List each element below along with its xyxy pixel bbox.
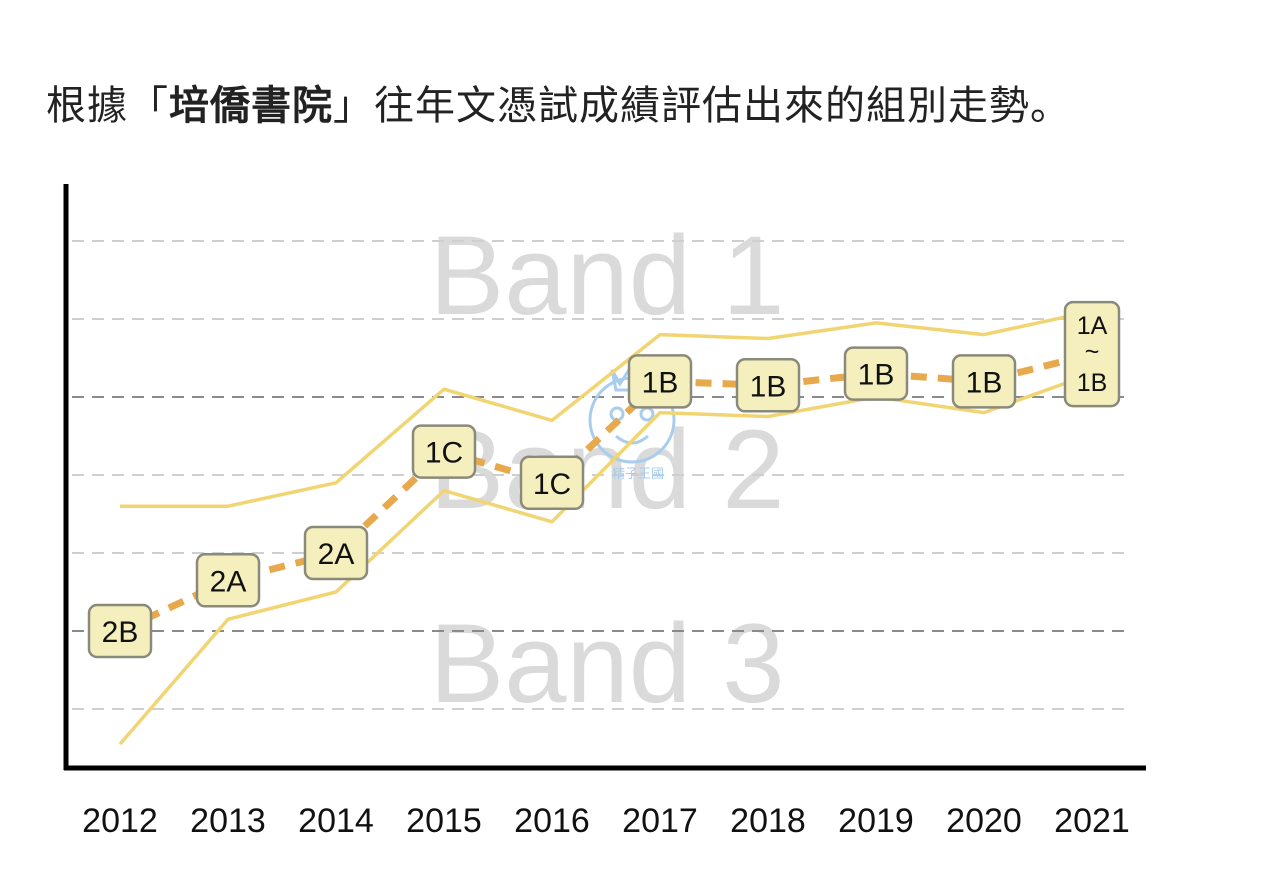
year-label-2012: 2012 <box>82 802 158 840</box>
grade-label-box <box>303 525 369 581</box>
grade-label-2014: 2A <box>303 525 369 581</box>
title-suffix: 」往年文憑試成績評估出來的組別走勢。 <box>333 83 1071 129</box>
grade-label-top: 1A <box>1077 312 1108 340</box>
grade-label-text: 1C <box>533 468 571 501</box>
grade-label-2015: 1C <box>411 424 477 479</box>
grade-label-text: 2A <box>210 565 247 598</box>
range-upper-line <box>120 309 1093 508</box>
grade-label-box <box>951 354 1017 409</box>
year-label-2016: 2016 <box>514 802 590 840</box>
grade-label-2019: 1B <box>843 346 909 401</box>
grade-label-box <box>411 424 477 479</box>
watermark-text: 精子王國 <box>612 467 664 482</box>
grade-label-box <box>1063 300 1121 408</box>
year-label-2013: 2013 <box>190 802 266 840</box>
year-label-2015: 2015 <box>406 802 482 840</box>
title-school: 培僑書院 <box>169 83 333 129</box>
range-band <box>118 309 1093 746</box>
grade-label-text: 2A <box>318 538 355 571</box>
grade-label-text: 1B <box>966 366 1003 399</box>
grade-label-box <box>627 354 693 409</box>
grade-label-text: 1B <box>750 370 787 403</box>
year-label-2014: 2014 <box>298 802 374 840</box>
grade-label-box <box>195 553 261 608</box>
grade-label-2021: 1A~1B <box>1063 300 1121 408</box>
grade-label-2013: 2A <box>195 553 261 608</box>
year-tick-labels: 2012 2013 2014 2015 2016 2017 2018 2019 2020 2021 <box>82 802 1130 840</box>
grade-label-2018: 1B <box>735 358 801 413</box>
axes <box>63 184 1146 771</box>
year-label-2018: 2018 <box>730 802 806 840</box>
title-prefix: 根據「 <box>46 83 169 129</box>
band-label-2: Band 2 <box>430 407 785 532</box>
trend-line <box>118 350 1093 635</box>
grade-label-text: 2B <box>102 616 139 649</box>
grade-label-2012: 2B <box>87 603 153 659</box>
grade-label-text: 1B <box>642 366 679 399</box>
year-label-2017: 2017 <box>622 802 698 840</box>
grade-label-2017: 1B <box>627 354 693 409</box>
grade-label-2016: 1C <box>519 455 585 511</box>
grade-label-box <box>735 358 801 413</box>
year-label-2020: 2020 <box>946 802 1022 840</box>
year-label-2021: 2021 <box>1054 802 1130 840</box>
grade-label-bottom: 1B <box>1077 369 1108 397</box>
grade-label-box <box>843 346 909 401</box>
grade-label-2020: 1B <box>951 354 1017 409</box>
band-label-3: Band 3 <box>430 601 785 726</box>
trend-dashed-line <box>118 350 1093 635</box>
grade-label-box <box>87 603 153 659</box>
grade-label-tilde: ~ <box>1085 338 1100 366</box>
grade-label-text: 1C <box>425 437 463 470</box>
page-title: 根據「培僑書院」往年文憑試成績評估出來的組別走勢。 <box>46 80 1071 132</box>
grade-label-text: 1B <box>858 359 895 392</box>
range-lower-line <box>118 371 1093 746</box>
year-label-2019: 2019 <box>838 802 914 840</box>
grade-label-box <box>519 455 585 511</box>
band-label-1: Band 1 <box>430 213 785 338</box>
band-labels: Band 1 Band 2 Band 3 <box>430 213 785 726</box>
